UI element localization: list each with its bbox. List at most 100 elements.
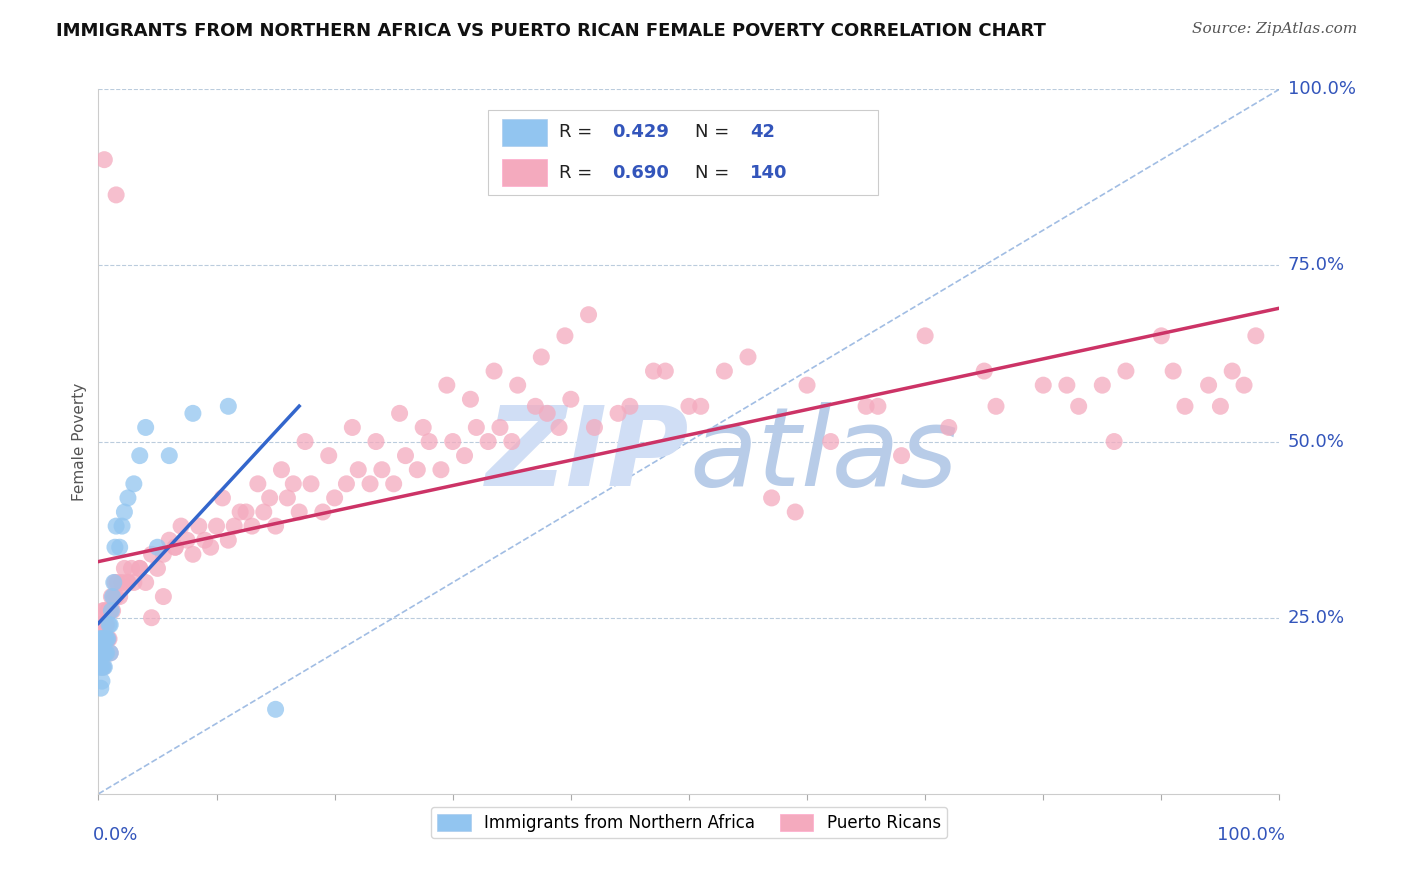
Point: [264, 519, 287, 533]
Point: [117, 491, 139, 505]
Point: [240, 519, 263, 533]
Point: [430, 463, 453, 477]
Point: [100, 604, 122, 618]
Text: ZIP: ZIP: [485, 402, 689, 509]
Point: [436, 378, 458, 392]
Point: [112, 561, 135, 575]
Point: [1032, 378, 1054, 392]
Point: [418, 434, 440, 449]
Point: [94, 632, 117, 646]
Point: [364, 434, 387, 449]
Point: [312, 505, 335, 519]
Point: [103, 575, 125, 590]
Point: [98, 604, 121, 618]
Point: [97, 604, 120, 618]
Point: [93, 632, 115, 646]
Point: [654, 364, 676, 378]
Point: [108, 590, 131, 604]
Point: [146, 541, 169, 555]
Point: [135, 575, 157, 590]
Point: [1056, 378, 1078, 392]
Point: [554, 328, 576, 343]
Point: [165, 541, 187, 555]
Point: [820, 434, 842, 449]
Point: [121, 561, 143, 575]
Point: [98, 617, 121, 632]
Point: [318, 449, 340, 463]
Point: [90, 617, 112, 632]
Text: Source: ZipAtlas.com: Source: ZipAtlas.com: [1191, 22, 1357, 37]
Point: [855, 399, 877, 413]
Point: [157, 449, 180, 463]
Point: [1233, 378, 1256, 392]
FancyBboxPatch shape: [502, 159, 547, 186]
Point: [1174, 399, 1197, 413]
Point: [1102, 434, 1125, 449]
Point: [536, 406, 558, 420]
Point: [548, 420, 571, 434]
Point: [96, 632, 118, 646]
Point: [583, 420, 606, 434]
Point: [1220, 364, 1243, 378]
Point: [194, 533, 217, 548]
Legend: Immigrants from Northern Africa, Puerto Ricans: Immigrants from Northern Africa, Puerto …: [430, 807, 948, 838]
Point: [270, 463, 292, 477]
Point: [90, 632, 112, 646]
Point: [91, 660, 114, 674]
Point: [246, 476, 269, 491]
Point: [97, 632, 120, 646]
Point: [465, 420, 488, 434]
Point: [105, 187, 128, 202]
Point: [866, 399, 889, 413]
Point: [101, 590, 124, 604]
Point: [288, 505, 311, 519]
Point: [141, 547, 163, 561]
Point: [105, 519, 128, 533]
Point: [217, 533, 239, 548]
Text: 100.0%: 100.0%: [1218, 826, 1285, 844]
Point: [104, 541, 127, 555]
Text: atlas: atlas: [689, 402, 957, 509]
Point: [100, 590, 122, 604]
Point: [98, 632, 121, 646]
Point: [388, 406, 411, 420]
Point: [91, 632, 114, 646]
Point: [90, 660, 112, 674]
Point: [1161, 364, 1184, 378]
Point: [578, 308, 600, 322]
Point: [217, 399, 239, 413]
Point: [112, 505, 135, 519]
Point: [506, 378, 529, 392]
Point: [371, 463, 394, 477]
Point: [122, 476, 145, 491]
Point: [90, 660, 112, 674]
Point: [235, 505, 257, 519]
Point: [91, 660, 114, 674]
Point: [141, 610, 163, 624]
Point: [97, 632, 120, 646]
Point: [157, 533, 180, 548]
Point: [98, 646, 121, 660]
Point: [785, 505, 807, 519]
Point: [224, 519, 246, 533]
Text: R =: R =: [560, 164, 598, 182]
Text: 100.0%: 100.0%: [1288, 80, 1355, 98]
Point: [111, 575, 134, 590]
Point: [796, 378, 818, 392]
Y-axis label: Female Poverty: Female Poverty: [72, 383, 87, 500]
Point: [89, 646, 111, 660]
Point: [98, 646, 121, 660]
Point: [176, 533, 198, 548]
Point: [117, 575, 139, 590]
Point: [482, 364, 505, 378]
Point: [253, 505, 276, 519]
Point: [93, 632, 115, 646]
Point: [276, 491, 298, 505]
Point: [264, 702, 287, 716]
Point: [1150, 328, 1173, 343]
Point: [299, 476, 322, 491]
Point: [94, 646, 117, 660]
Point: [530, 350, 553, 364]
Point: [108, 541, 131, 555]
Point: [412, 420, 434, 434]
